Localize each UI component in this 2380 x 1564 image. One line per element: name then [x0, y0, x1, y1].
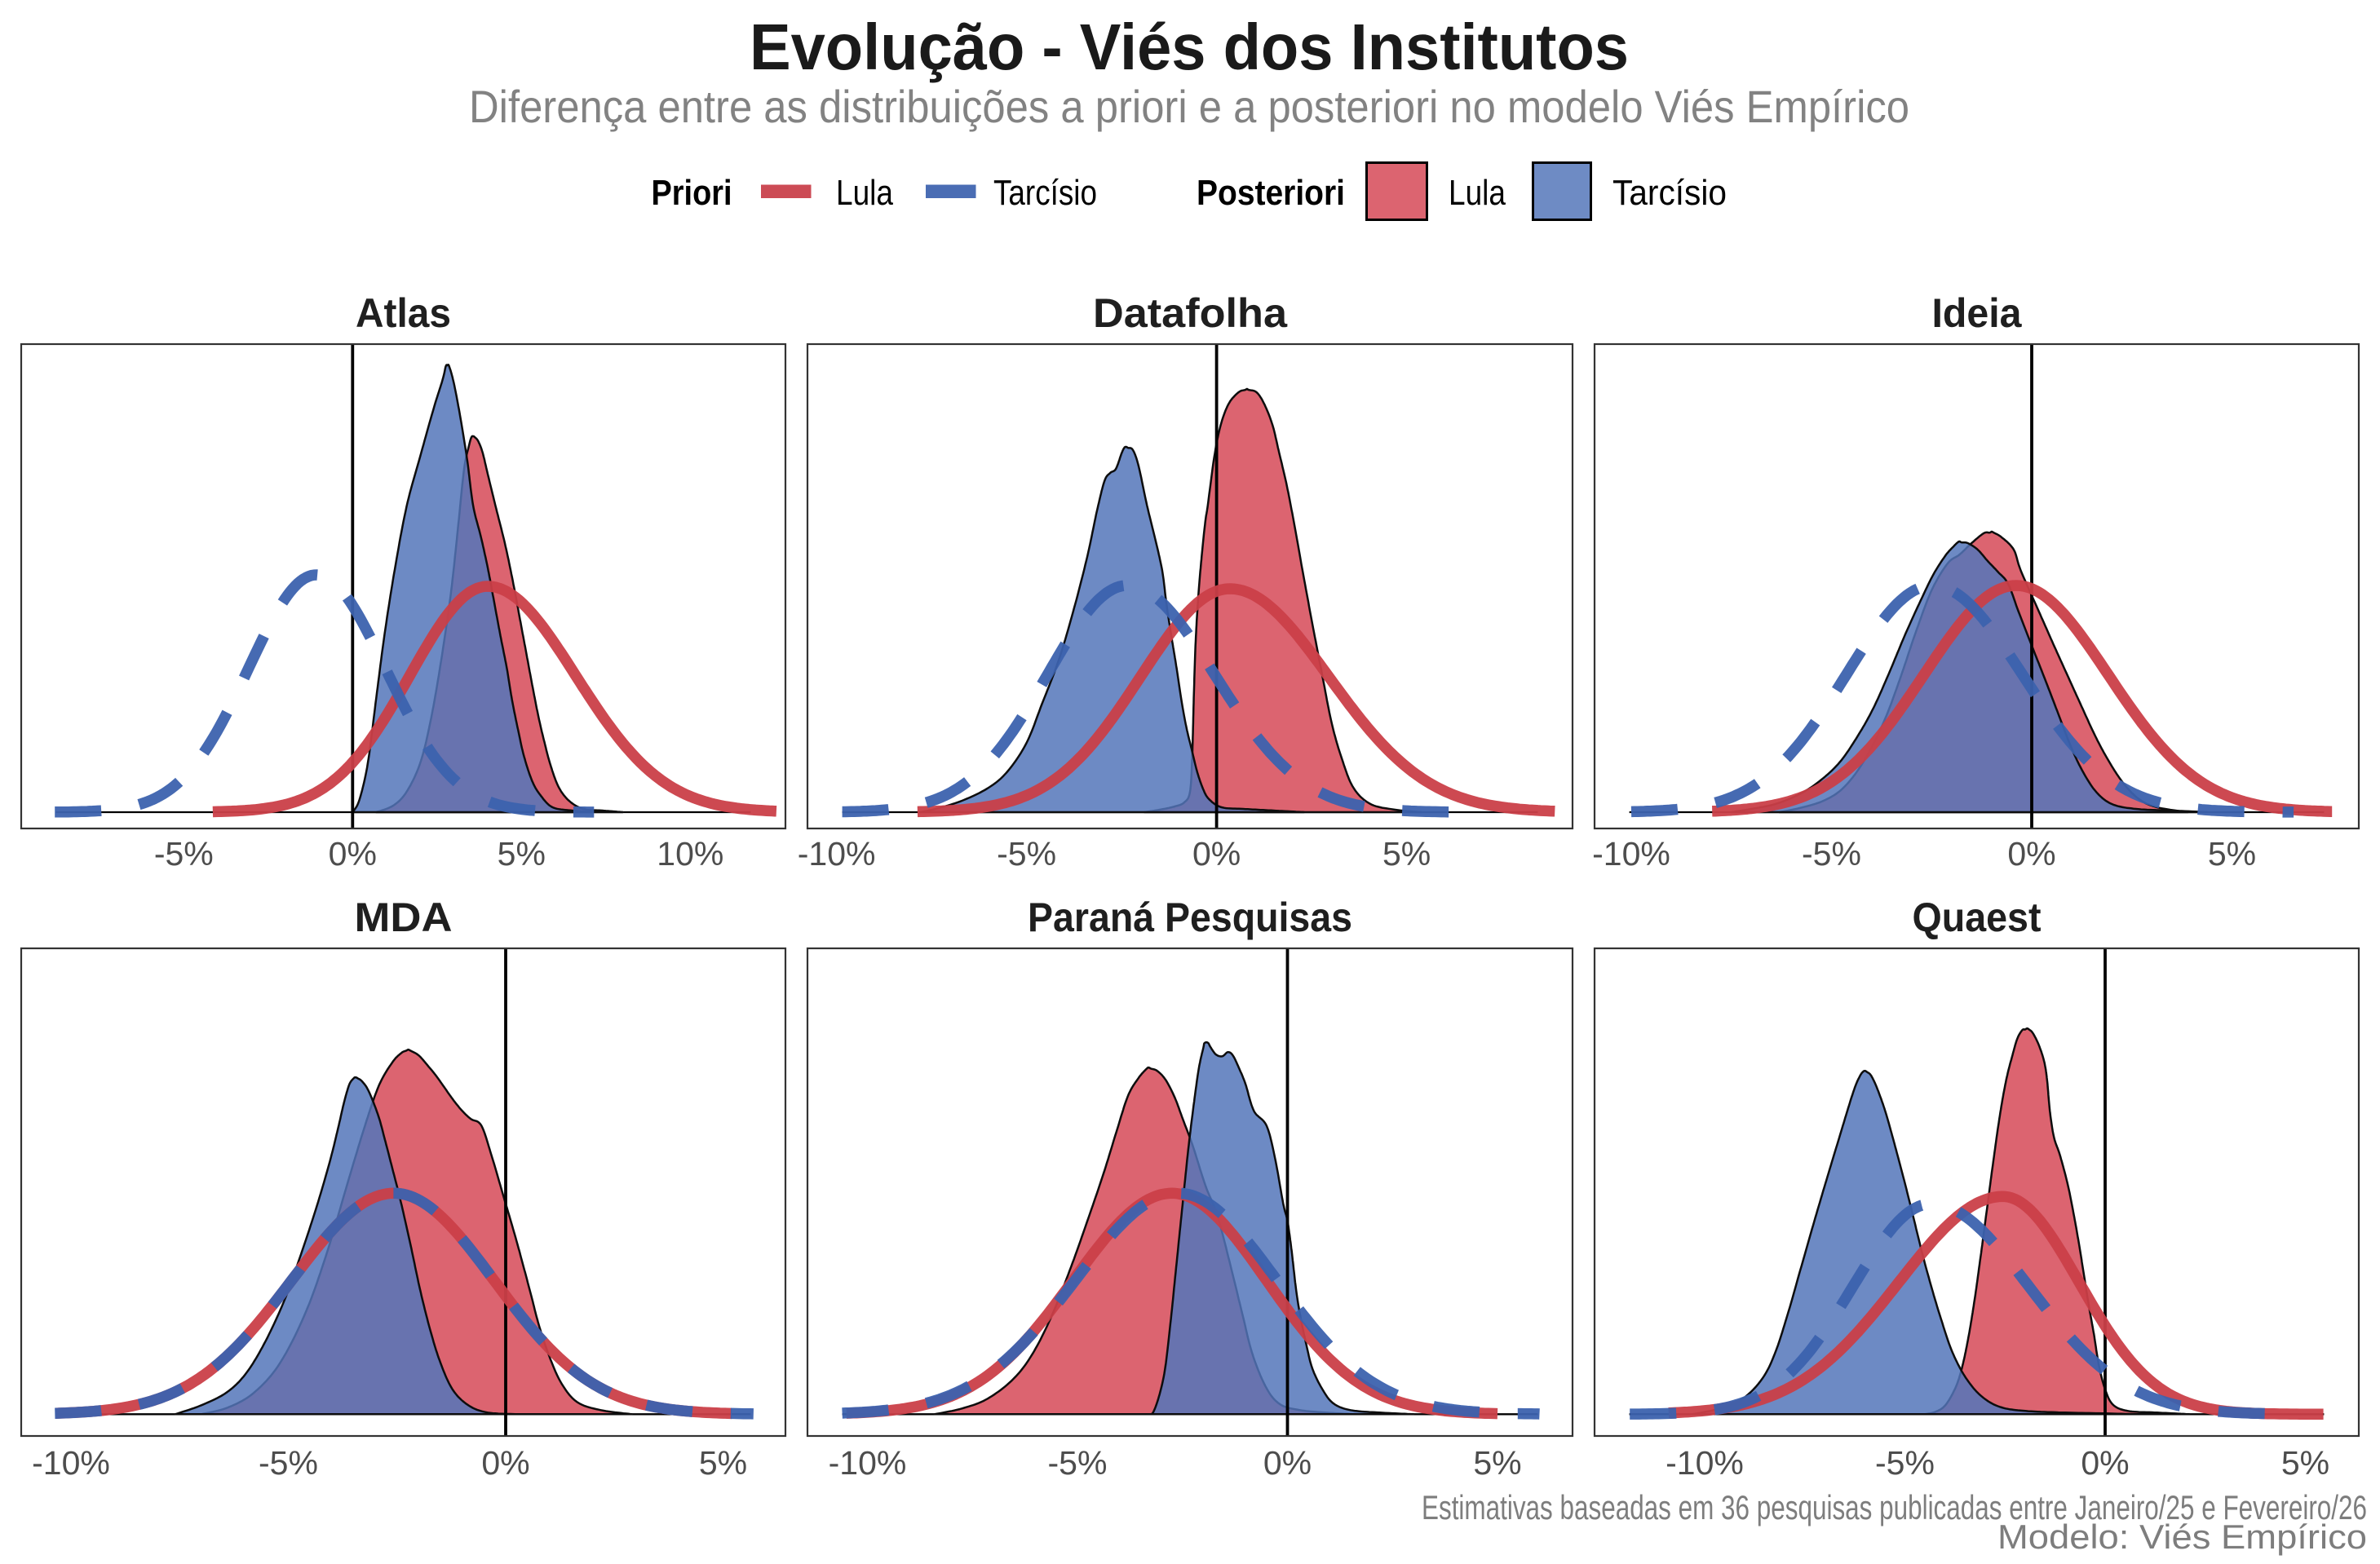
- svg-text:Diferença entre as distribuiçõ: Diferença entre as distribuições a prior…: [469, 81, 1909, 132]
- svg-text:5%: 5%: [2281, 1444, 2329, 1482]
- svg-text:-5%: -5%: [259, 1444, 318, 1482]
- svg-text:Atlas: Atlas: [356, 290, 451, 336]
- svg-text:5%: 5%: [2208, 835, 2256, 873]
- svg-text:Paraná Pesquisas: Paraná Pesquisas: [1028, 895, 1352, 940]
- svg-text:-10%: -10%: [829, 1444, 907, 1482]
- svg-text:-10%: -10%: [32, 1444, 110, 1482]
- svg-text:-5%: -5%: [1802, 835, 1861, 873]
- svg-text:Ideia: Ideia: [1932, 290, 2023, 336]
- svg-text:-10%: -10%: [1666, 1444, 1744, 1482]
- svg-text:0%: 0%: [481, 1444, 529, 1482]
- svg-text:0%: 0%: [1263, 1444, 1312, 1482]
- svg-text:-5%: -5%: [997, 835, 1056, 873]
- svg-text:0%: 0%: [329, 835, 377, 873]
- svg-text:MDA: MDA: [355, 895, 453, 940]
- svg-text:0%: 0%: [2007, 835, 2055, 873]
- svg-text:Tarcísio: Tarcísio: [993, 173, 1097, 213]
- svg-text:-10%: -10%: [1592, 835, 1670, 873]
- svg-text:5%: 5%: [498, 835, 546, 873]
- svg-text:Priori: Priori: [652, 173, 732, 213]
- svg-text:5%: 5%: [699, 1444, 747, 1482]
- svg-text:0%: 0%: [2081, 1444, 2129, 1482]
- svg-text:-5%: -5%: [1875, 1444, 1935, 1482]
- svg-text:Evolução - Viés dos Institutos: Evolução - Viés dos Institutos: [750, 11, 1629, 83]
- svg-text:Estimativas baseadas em 36 pes: Estimativas baseadas em 36 pesquisas pub…: [1422, 1488, 2367, 1526]
- svg-text:5%: 5%: [1382, 835, 1431, 873]
- svg-text:Modelo: Viés Empírico: Modelo: Viés Empírico: [1997, 1518, 2367, 1556]
- svg-text:Lula: Lula: [1449, 173, 1506, 213]
- svg-text:0%: 0%: [1192, 835, 1241, 873]
- svg-text:-10%: -10%: [798, 835, 876, 873]
- svg-text:Posteriori: Posteriori: [1197, 173, 1345, 213]
- svg-text:10%: 10%: [657, 835, 723, 873]
- svg-text:Tarcísio: Tarcísio: [1612, 173, 1727, 213]
- svg-text:Lula: Lula: [836, 173, 893, 213]
- svg-text:Quaest: Quaest: [1913, 895, 2042, 940]
- svg-text:Datafolha: Datafolha: [1093, 290, 1288, 336]
- svg-text:-5%: -5%: [154, 835, 214, 873]
- svg-text:-5%: -5%: [1048, 1444, 1108, 1482]
- svg-text:5%: 5%: [1473, 1444, 1521, 1482]
